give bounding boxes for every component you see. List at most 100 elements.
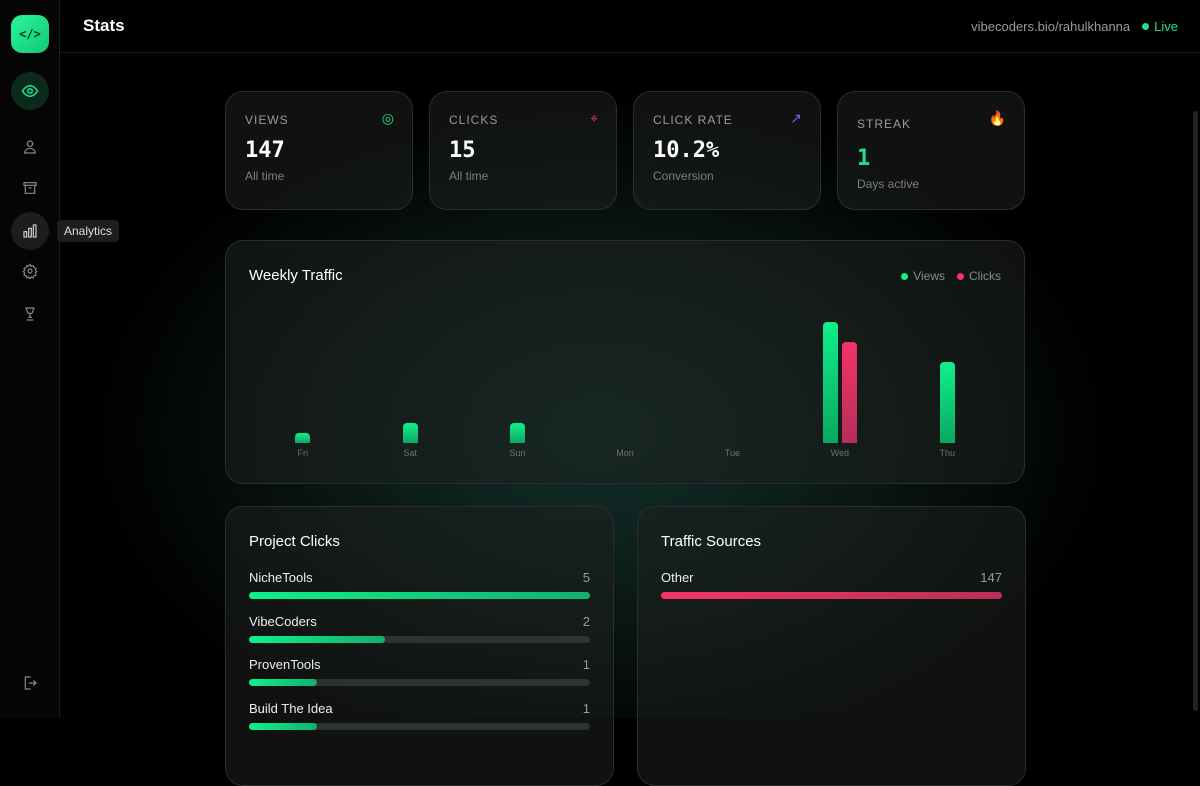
item-count: 1: [582, 700, 590, 716]
progress-track: [661, 592, 1002, 599]
stat-value: 15: [449, 138, 476, 163]
stat-value: 1: [857, 146, 871, 171]
nav-settings[interactable]: [11, 252, 49, 290]
weekly-traffic-card: Weekly Traffic Views Clicks Fri Sat Sun Mon…: [225, 240, 1025, 484]
progress-track: [249, 635, 590, 643]
list-item[interactable]: VibeCoders 2: [249, 613, 590, 643]
user-icon: [24, 140, 36, 154]
archive-icon: [23, 182, 37, 194]
nav-analytics[interactable]: [11, 212, 49, 250]
stat-card-click-rate: CLICK RATE ↗ 10.2% Conversion: [633, 91, 821, 210]
logout-button[interactable]: [11, 664, 49, 702]
project-clicks-card: Project Clicks NicheTools 5 VibeCoders 2…: [225, 506, 614, 786]
item-count: 1: [582, 657, 590, 672]
main-content: VIEWS ◎ 147 All time CLICKS ⌖ 15 All time…: [61, 53, 1200, 786]
live-status: Live: [1154, 18, 1178, 34]
logo[interactable]: </>: [11, 15, 49, 53]
nav-achievements[interactable]: [11, 295, 49, 333]
clicks-bar-wed[interactable]: [841, 342, 857, 443]
page-title: Stats: [83, 16, 125, 35]
stat-card-clicks: CLICKS ⌖ 15 All time: [429, 91, 617, 210]
chart-column: [464, 301, 571, 443]
traffic-sources-card: Traffic Sources Other 147: [637, 506, 1026, 786]
item-count: 5: [582, 570, 590, 585]
x-tick-label: Tue: [724, 448, 740, 458]
x-tick-label: Mon: [616, 448, 634, 458]
chart-column: [786, 301, 893, 443]
chart-column: [679, 301, 786, 443]
x-axis: Fri Sat Sun Mon Tue Wed Thu: [249, 448, 1001, 458]
views-bar-sun[interactable]: [510, 422, 526, 443]
list-item[interactable]: NicheTools 5: [249, 570, 590, 599]
stat-label: CLICKS: [449, 113, 499, 127]
stat-label: STREAK: [857, 117, 912, 131]
eye-icon: [21, 84, 39, 98]
list-item[interactable]: Other 147: [661, 570, 1002, 599]
eye-icon: ◎: [381, 110, 394, 126]
scrollbar[interactable]: [1193, 111, 1198, 711]
stat-sub: All time: [245, 169, 285, 183]
item-name: Build The Idea: [249, 700, 333, 716]
stat-label: CLICK RATE: [653, 113, 733, 127]
x-tick-label: Wed: [830, 448, 849, 458]
item-name: ProvenTools: [249, 657, 321, 672]
item-name: VibeCoders: [249, 613, 317, 629]
chart-legend: Views Clicks: [901, 269, 1001, 283]
header: Stats vibecoders.bio/rahulkhanna Live: [61, 0, 1200, 53]
views-bar-sat[interactable]: [402, 422, 418, 443]
list-item[interactable]: Build The Idea 1: [249, 700, 590, 730]
progress-fill: [249, 592, 590, 599]
nav-projects[interactable]: [11, 169, 49, 207]
chart-column: [356, 301, 463, 443]
chart-title: Weekly Traffic: [249, 267, 343, 284]
fire-icon: 🔥: [988, 110, 1006, 126]
progress-track: [249, 592, 590, 599]
gear-icon: [22, 263, 38, 279]
stat-sub: Conversion: [653, 169, 714, 183]
stat-sub: Days active: [857, 177, 920, 191]
sidebar: </> Analytics: [0, 0, 120, 718]
project-clicks-title: Project Clicks: [249, 533, 340, 550]
x-tick-label: Sat: [403, 448, 417, 458]
cursor-click-icon: ⌖: [590, 110, 598, 126]
nav-views[interactable]: [11, 72, 49, 110]
nav-profile[interactable]: [11, 128, 49, 166]
stat-card-views: VIEWS ◎ 147 All time: [225, 91, 413, 210]
list-item[interactable]: ProvenTools 1: [249, 657, 590, 686]
stat-label: VIEWS: [245, 113, 289, 127]
progress-track: [249, 679, 590, 686]
trophy-icon: [25, 307, 35, 321]
views-bar-fri[interactable]: [295, 432, 311, 443]
progress-fill: [249, 722, 318, 730]
bar-chart-icon: [23, 224, 37, 238]
progress-fill: [661, 592, 1002, 599]
progress-track: [249, 722, 590, 730]
stat-card-streak: STREAK 🔥 1 Days active: [837, 91, 1025, 210]
stat-value: 147: [245, 138, 285, 163]
chart-plot: [249, 301, 1001, 443]
progress-fill: [249, 679, 318, 686]
legend-views: Views: [913, 269, 945, 283]
tooltip: Analytics: [57, 220, 120, 242]
item-name: Other: [661, 570, 694, 585]
item-name: NicheTools: [249, 570, 313, 585]
profile-url[interactable]: vibecoders.bio/rahulkhanna: [971, 18, 1131, 34]
stat-value: 10.2%: [653, 138, 720, 163]
legend-views-dot: [901, 272, 909, 280]
x-tick-label: Thu: [939, 448, 955, 458]
progress-fill: [249, 635, 386, 643]
stat-sub: All time: [449, 169, 489, 183]
traffic-sources-title: Traffic Sources: [661, 533, 762, 550]
live-dot: [1142, 22, 1150, 30]
logout-icon: [24, 676, 37, 690]
x-tick-label: Sun: [509, 448, 526, 458]
legend-clicks: Clicks: [969, 269, 1001, 283]
x-tick-label: Fri: [297, 448, 308, 458]
item-count: 2: [582, 613, 590, 629]
legend-clicks-dot: [957, 272, 964, 280]
trending-up-icon: ↗: [790, 110, 802, 126]
views-bar-wed[interactable]: [822, 322, 838, 443]
chart-column: [571, 301, 678, 443]
views-bar-thu[interactable]: [939, 362, 955, 443]
chart-column: [894, 301, 1001, 443]
